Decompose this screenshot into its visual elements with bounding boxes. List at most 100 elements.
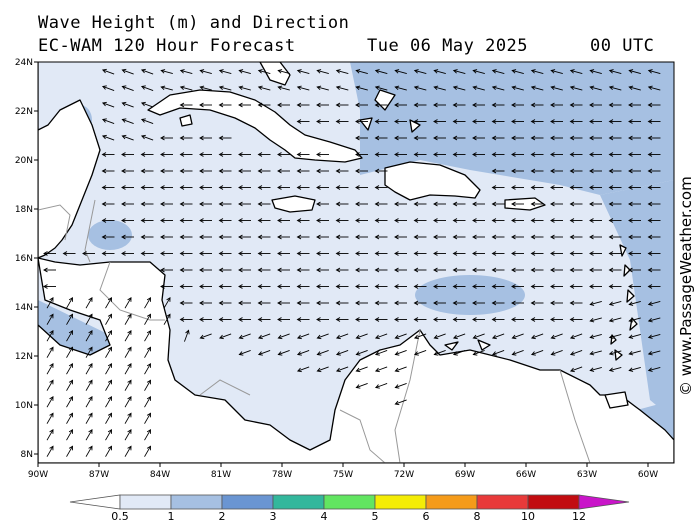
wave-arrow <box>199 317 212 322</box>
wave-arrow <box>277 350 290 356</box>
wave-arrow <box>491 102 505 108</box>
wave-arrow <box>179 69 193 74</box>
wave-arrow <box>511 350 524 356</box>
wave-arrow <box>550 350 563 356</box>
wave-arrow <box>472 234 485 240</box>
wave-arrow <box>608 168 622 174</box>
wave-arrow <box>335 300 349 306</box>
wave-arrow <box>355 284 368 289</box>
colorbar-label: 4 <box>321 510 328 523</box>
wave-arrow <box>433 317 446 322</box>
wave-arrow <box>160 185 173 190</box>
wave-arrow <box>569 168 583 174</box>
wave-arrow <box>394 201 407 207</box>
wave-arrow <box>589 317 602 323</box>
wave-arrow <box>277 185 290 190</box>
wave-arrow <box>433 300 446 306</box>
wave-arrow <box>355 251 368 256</box>
wave-arrow <box>647 267 661 273</box>
wave-arrow <box>647 334 661 339</box>
wave-arrow <box>257 317 271 322</box>
wave-arrow <box>433 267 446 273</box>
wave-arrow <box>491 350 505 356</box>
wave-arrow <box>608 367 622 372</box>
wave-arrow <box>550 333 563 340</box>
wave-arrow <box>569 284 583 289</box>
longitude-label: 75W <box>333 470 353 480</box>
wave-arrow <box>647 168 661 174</box>
wave-arrow <box>296 185 310 190</box>
wave-arrow <box>316 300 329 306</box>
wave-arrow <box>628 185 641 190</box>
wave-arrow <box>569 69 583 74</box>
wave-arrow <box>121 234 134 240</box>
wave-arrow <box>452 350 466 356</box>
wave-arrow <box>569 185 583 190</box>
wave-arrow <box>374 317 388 322</box>
wave-arrow <box>413 119 427 124</box>
wave-arrow <box>355 135 368 141</box>
wave-arrow <box>85 362 93 375</box>
florida-keys <box>259 62 291 86</box>
wave-arrow <box>296 284 310 289</box>
wave-arrow <box>608 301 622 306</box>
wave-arrow <box>608 218 622 223</box>
wave-arrow <box>433 152 446 157</box>
wave-arrow <box>550 119 563 124</box>
wave-arrow <box>355 366 368 373</box>
wave-arrow <box>101 185 115 190</box>
wave-arrow <box>374 366 388 373</box>
wave-arrow <box>144 329 151 342</box>
wave-arrow <box>296 85 310 91</box>
wave-arrow <box>374 185 388 190</box>
wave-arrow <box>413 317 427 322</box>
wave-arrow <box>101 251 115 256</box>
wave-arrow <box>530 218 544 223</box>
wave-arrow <box>472 317 485 322</box>
wave-arrow <box>550 85 563 91</box>
wave-arrow <box>144 313 151 325</box>
wave-arrow <box>124 329 132 342</box>
colorbar-segment <box>425 494 478 510</box>
wave-arrow <box>140 251 154 256</box>
wave-arrow <box>433 333 446 340</box>
latitude-axis: 24N 22N 20N 18N 16N 14N 12N 10N 8N <box>15 58 38 460</box>
wave-arrow <box>433 350 446 356</box>
wave-arrow <box>144 346 151 358</box>
wave-arrow <box>530 119 544 124</box>
wave-arrow <box>452 234 466 240</box>
wave-arrow <box>238 333 251 340</box>
wave-arrow <box>355 85 368 91</box>
wave-arrow <box>238 234 251 240</box>
latitude-label: 18N <box>15 205 33 215</box>
wave-arrow <box>647 251 661 256</box>
longitude-label: 90W <box>28 470 48 480</box>
wave-arrow <box>413 152 427 157</box>
colorbar-segment <box>221 494 274 510</box>
latitude-label: 12N <box>15 352 33 362</box>
wave-arrow <box>374 284 388 289</box>
wave-arrow <box>179 284 193 289</box>
wave-arrow <box>179 234 193 240</box>
wave-arrow <box>550 69 563 74</box>
colorbar-segment <box>476 494 529 510</box>
wave-arrow <box>608 185 622 190</box>
wave-arrow <box>121 201 134 207</box>
wave-arrow <box>608 85 622 91</box>
wave-arrow <box>608 102 622 108</box>
wave-arrow <box>105 346 112 358</box>
wave-arrow <box>550 251 563 256</box>
wave-arrow <box>647 201 661 207</box>
wave-arrow <box>277 69 290 74</box>
wave-arrow <box>257 152 271 157</box>
wave-arrow <box>257 300 271 306</box>
wave-arrow <box>316 152 329 157</box>
wave-arrow <box>589 334 602 339</box>
wave-arrow <box>46 346 54 358</box>
wave-arrow <box>316 350 329 356</box>
wave-arrow <box>124 313 132 325</box>
colorbar-label: 12 <box>572 510 586 523</box>
wave-arrow <box>452 317 466 322</box>
wave-arrow <box>530 300 544 306</box>
